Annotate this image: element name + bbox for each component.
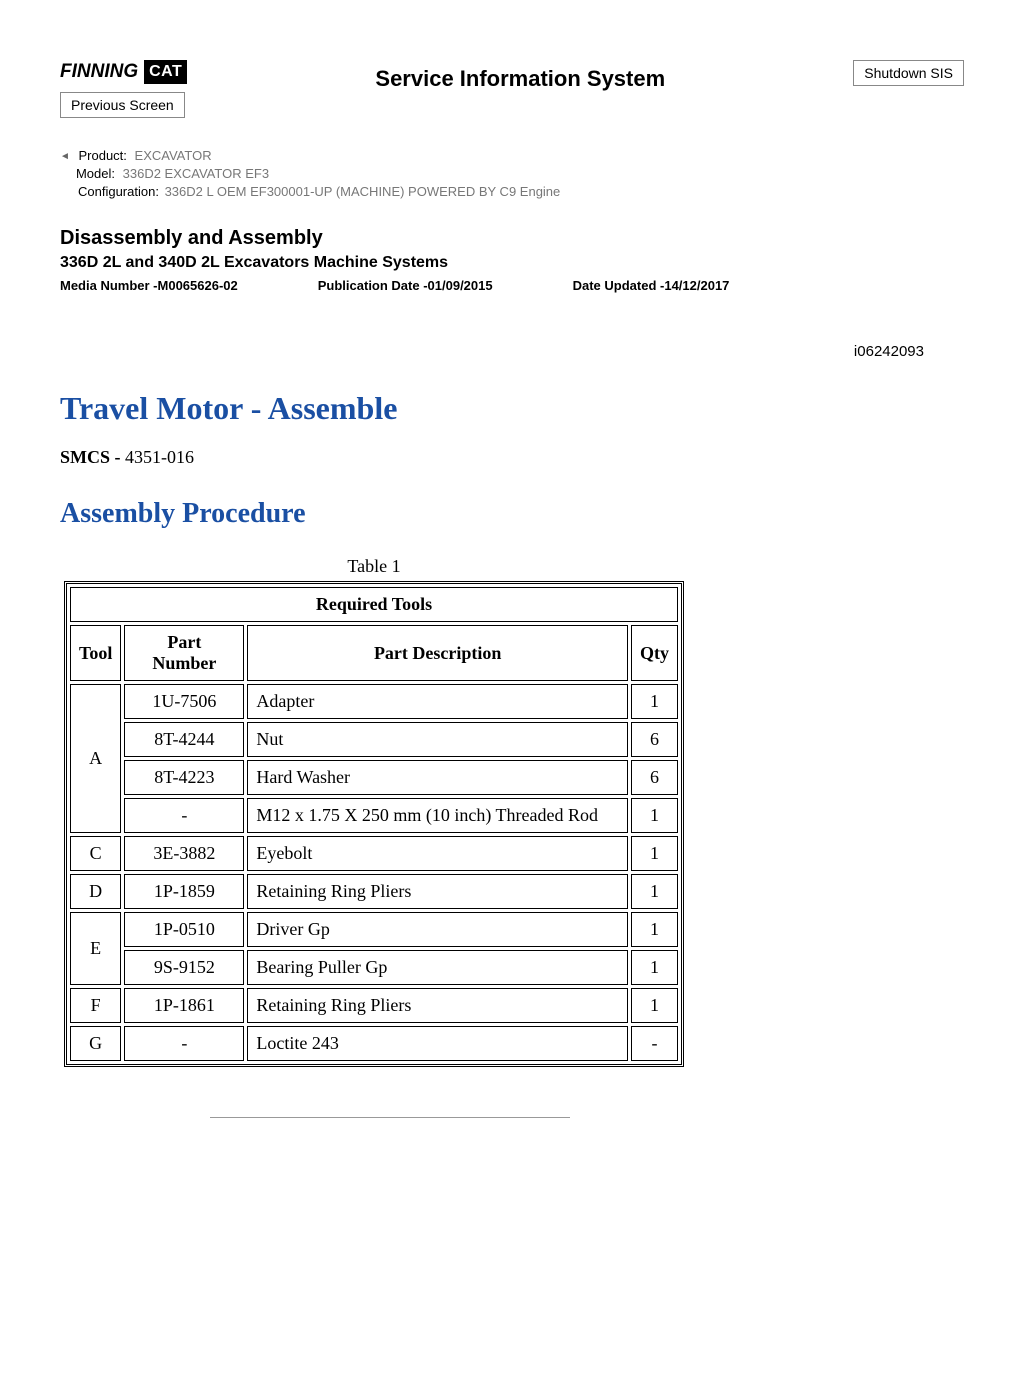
cell-description: Loctite 243 (247, 1026, 628, 1061)
meta-product-row: ◄Product: EXCAVATOR (60, 148, 964, 163)
table-header-row: Tool Part Number Part Description Qty (70, 625, 678, 681)
table-row: C3E-3882Eyebolt1 (70, 836, 678, 871)
cell-qty: 1 (631, 836, 678, 871)
logo-block: FINNING CAT Previous Screen (60, 60, 187, 118)
config-label: Configuration: (78, 184, 159, 199)
cell-tool: D (70, 874, 121, 909)
publication-row: Media Number -M0065626-02 Publication Da… (60, 278, 964, 293)
cell-qty: 6 (631, 760, 678, 795)
meta-model-row: Model: 336D2 EXCAVATOR EF3 (60, 166, 964, 181)
cell-qty: 1 (631, 874, 678, 909)
cell-tool: A (70, 684, 121, 833)
cell-part-number: - (124, 1026, 244, 1061)
cell-description: Eyebolt (247, 836, 628, 871)
table-row: F1P-1861Retaining Ring Pliers1 (70, 988, 678, 1023)
model-label: Model: (60, 166, 115, 181)
table-row: D1P-1859Retaining Ring Pliers1 (70, 874, 678, 909)
product-label: Product: (72, 148, 127, 163)
col-qty: Qty (631, 625, 678, 681)
cell-part-number: - (124, 798, 244, 833)
smcs-label: SMCS - (60, 447, 125, 467)
cell-qty: - (631, 1026, 678, 1061)
section-heading: Disassembly and Assembly 336D 2L and 340… (60, 227, 964, 293)
tools-table-wrap: Table 1 Required Tools Tool Part Number … (64, 556, 684, 1067)
cell-description: Nut (247, 722, 628, 757)
logo-cat: CAT (144, 60, 187, 84)
tools-table: Required Tools Tool Part Number Part Des… (64, 581, 684, 1067)
shutdown-wrap: Shutdown SIS (853, 60, 964, 86)
cell-part-number: 8T-4244 (124, 722, 244, 757)
table-row: -M12 x 1.75 X 250 mm (10 inch) Threaded … (70, 798, 678, 833)
cell-qty: 1 (631, 684, 678, 719)
table-row: A1U-7506Adapter1 (70, 684, 678, 719)
doc-id: i06242093 (60, 343, 964, 360)
cell-description: Hard Washer (247, 760, 628, 795)
table-row: 8T-4223Hard Washer6 (70, 760, 678, 795)
config-value: 336D2 L OEM EF300001-UP (MACHINE) POWERE… (165, 184, 561, 199)
bottom-rule (210, 1117, 570, 1118)
page-title: Travel Motor - Assemble (60, 390, 964, 427)
logo-combo: FINNING CAT (60, 60, 187, 84)
date-updated: Date Updated -14/12/2017 (573, 278, 730, 293)
cell-description: Adapter (247, 684, 628, 719)
shutdown-sis-button[interactable]: Shutdown SIS (853, 60, 964, 86)
logo-finning: FINNING (60, 61, 138, 83)
cell-part-number: 8T-4223 (124, 760, 244, 795)
procedure-title: Assembly Procedure (60, 498, 964, 530)
col-part-description: Part Description (247, 625, 628, 681)
cell-part-number: 1P-1859 (124, 874, 244, 909)
table-caption: Table 1 (64, 556, 684, 577)
cell-description: Retaining Ring Pliers (247, 874, 628, 909)
back-arrow-icon[interactable]: ◄ (60, 151, 70, 162)
cell-part-number: 1U-7506 (124, 684, 244, 719)
table-title: Required Tools (70, 587, 678, 622)
cell-qty: 1 (631, 950, 678, 985)
table-title-row: Required Tools (70, 587, 678, 622)
cell-description: Bearing Puller Gp (247, 950, 628, 985)
table-row: 9S-9152Bearing Puller Gp1 (70, 950, 678, 985)
cell-qty: 1 (631, 798, 678, 833)
cell-qty: 6 (631, 722, 678, 757)
smcs-value: 4351-016 (125, 447, 194, 467)
cell-part-number: 1P-0510 (124, 912, 244, 947)
cell-description: M12 x 1.75 X 250 mm (10 inch) Threaded R… (247, 798, 628, 833)
col-part-number: Part Number (124, 625, 244, 681)
media-number: Media Number -M0065626-02 (60, 278, 238, 293)
cell-tool: G (70, 1026, 121, 1061)
table-row: G-Loctite 243- (70, 1026, 678, 1061)
cell-tool: C (70, 836, 121, 871)
previous-screen-button[interactable]: Previous Screen (60, 92, 185, 118)
cell-description: Driver Gp (247, 912, 628, 947)
model-value: 336D2 EXCAVATOR EF3 (123, 166, 269, 181)
meta-config-row: Configuration: 336D2 L OEM EF300001-UP (… (60, 184, 964, 199)
smcs-line: SMCS - 4351-016 (60, 447, 964, 468)
table-row: E1P-0510Driver Gp1 (70, 912, 678, 947)
cell-qty: 1 (631, 988, 678, 1023)
cell-part-number: 1P-1861 (124, 988, 244, 1023)
doc-heading: Disassembly and Assembly (60, 227, 964, 250)
cell-part-number: 3E-3882 (124, 836, 244, 871)
system-title: Service Information System (187, 66, 853, 92)
cell-qty: 1 (631, 912, 678, 947)
cell-part-number: 9S-9152 (124, 950, 244, 985)
table-row: 8T-4244Nut6 (70, 722, 678, 757)
publication-date: Publication Date -01/09/2015 (318, 278, 493, 293)
header-bar: FINNING CAT Previous Screen Service Info… (60, 60, 964, 118)
product-value: EXCAVATOR (135, 148, 212, 163)
cell-tool: E (70, 912, 121, 985)
doc-subtitle: 336D 2L and 340D 2L Excavators Machine S… (60, 254, 964, 272)
cell-description: Retaining Ring Pliers (247, 988, 628, 1023)
cell-tool: F (70, 988, 121, 1023)
meta-block: ◄Product: EXCAVATOR Model: 336D2 EXCAVAT… (60, 148, 964, 199)
col-tool: Tool (70, 625, 121, 681)
